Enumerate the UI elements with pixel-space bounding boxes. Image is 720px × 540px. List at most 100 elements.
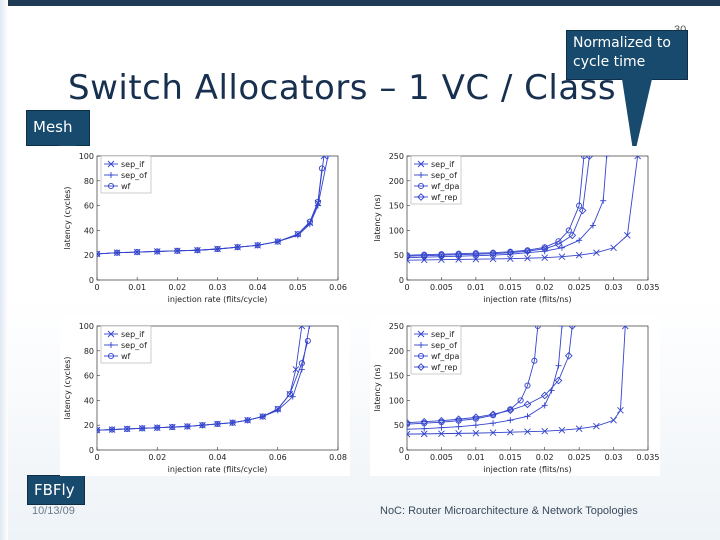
legend-label-wf_dpa: wf_dpa — [431, 352, 460, 361]
data-point-wf — [154, 248, 161, 255]
data-point-sep_if — [489, 429, 497, 436]
x-tick-label: 0.01 — [128, 283, 146, 292]
data-point-wf_dpa — [517, 397, 524, 404]
legend-marker-sep_of — [418, 172, 424, 178]
series-wf — [97, 337, 311, 434]
x-tick-label: 0.035 — [637, 453, 660, 462]
data-point-sep_of — [558, 326, 565, 329]
x-tick-label: 0.025 — [568, 283, 591, 292]
data-point-wf — [214, 245, 221, 253]
data-point-wf_dpa — [534, 326, 541, 330]
data-point-wf_rep — [489, 410, 497, 419]
data-point-sep_if — [292, 366, 300, 373]
data-point-wf_rep — [523, 400, 532, 409]
y-tick-label: 200 — [389, 177, 404, 186]
normalized-callout-pointer — [622, 79, 652, 157]
data-point-wf_rep — [407, 418, 411, 427]
data-point-wf_dpa — [472, 415, 479, 422]
data-point-wf — [184, 423, 191, 430]
data-point-wf_dpa — [438, 419, 445, 426]
y-axis-label: latency (cycles) — [63, 186, 72, 249]
data-point-wf — [318, 165, 325, 172]
data-point-wf — [134, 249, 141, 256]
data-point-wf_rep — [564, 351, 573, 360]
y-tick-label: 0 — [89, 276, 94, 285]
data-point-sep_if — [472, 255, 480, 263]
legend-marker-sep_if — [417, 330, 425, 338]
data-point-wf_dpa — [541, 244, 548, 251]
series-wf_rep — [407, 326, 577, 427]
data-point-sep_if — [575, 425, 583, 432]
x-tick-label: 0.03 — [605, 453, 623, 462]
data-point-wf — [306, 218, 313, 225]
data-point-sep_if — [558, 426, 566, 434]
legend-label-wf_dpa: wf_dpa — [431, 182, 460, 191]
data-point-sep_of — [455, 423, 462, 430]
legend-marker-sep_of — [108, 172, 114, 178]
data-point-wf — [274, 406, 281, 413]
data-point-wf_rep — [523, 247, 532, 256]
x-tick-label: 0.015 — [499, 283, 522, 292]
x-axis-label: injection rate (flits/cycle) — [168, 465, 268, 474]
data-point-sep_if — [593, 249, 600, 257]
x-tick-label: 0.01 — [467, 453, 485, 462]
legend-marker-wf — [107, 352, 115, 360]
legend-marker-sep_if — [107, 160, 115, 168]
data-point-wf_rep — [540, 391, 549, 400]
y-tick-label: 40 — [84, 226, 94, 235]
data-point-wf — [294, 231, 301, 238]
legend-marker-wf_dpa — [417, 182, 425, 190]
y-tick-label: 40 — [84, 396, 94, 405]
data-point-wf_rep — [454, 415, 463, 424]
legend: sep_if sep_of wf_dpa wf_rep — [410, 325, 462, 375]
mesh-label: Mesh — [26, 110, 90, 146]
data-point-wf — [109, 426, 116, 433]
data-point-wf_rep — [568, 231, 577, 240]
data-point-wf_dpa — [565, 227, 572, 234]
legend-label-sep_if: sep_if — [431, 330, 454, 339]
top-frame-bar — [0, 0, 720, 6]
legend-marker-wf — [107, 182, 115, 190]
normalized-callout: Normalized to cycle time — [566, 30, 688, 80]
chart-mesh-ns-svg: 0 0.005 0.01 0.015 0.02 0.025 0.03 0.035 0 50 100 1… — [373, 152, 659, 304]
data-point-sep_of — [507, 417, 514, 424]
data-point-wf_rep — [472, 413, 480, 422]
data-point-wf_rep — [407, 252, 411, 261]
chart-fbfly-cycles: 0 0.02 0.04 0.06 0.08 0 20 40 60 80 100 injection r… — [60, 316, 350, 476]
series-sep_if — [407, 326, 629, 438]
chart-mesh-cycles-svg: 0 0.01 0.02 0.03 0.04 0.05 0.06 0 20 40 60 80 100 inj… — [63, 152, 347, 304]
data-point-wf_rep — [454, 250, 463, 259]
data-point-wf — [174, 247, 181, 254]
data-point-sep_of — [438, 424, 445, 431]
y-tick-label: 50 — [394, 421, 404, 430]
data-point-sep_if — [455, 430, 462, 437]
data-point-sep_of — [524, 413, 531, 420]
data-point-wf_rep — [506, 248, 515, 257]
x-tick-label: 0 — [404, 453, 409, 462]
legend-label-sep_of: sep_of — [121, 171, 147, 180]
plot-area — [406, 325, 649, 451]
x-tick-label: 0.05 — [289, 283, 307, 292]
plot-area — [406, 155, 649, 281]
data-point-sep_if — [298, 326, 306, 330]
x-tick-label: 0.02 — [148, 453, 166, 462]
chart-fbfly-cycles-svg: 0 0.02 0.04 0.06 0.08 0 20 40 60 80 100 injection r… — [63, 322, 347, 474]
x-tick-label: 0.04 — [249, 283, 267, 292]
data-point-wf_dpa — [455, 417, 462, 424]
data-point-wf_rep — [420, 251, 429, 260]
x-axis-label: injection rate (flits/ns) — [483, 295, 571, 304]
data-point-sep_if — [506, 255, 514, 262]
data-point-wf_dpa — [407, 421, 411, 428]
legend-label-sep_if: sep_if — [431, 160, 454, 169]
data-point-sep_if — [506, 428, 514, 436]
data-point-wf_rep — [437, 251, 446, 260]
legend: sep_if sep_of wf_dpa wf_rep — [410, 155, 462, 205]
x-axis-label: injection rate (flits/cycle) — [168, 295, 268, 304]
data-point-wf — [298, 360, 305, 367]
y-tick-label: 50 — [394, 251, 404, 260]
data-point-wf — [274, 238, 281, 245]
x-tick-label: 0.005 — [430, 453, 453, 462]
data-point-sep_if — [524, 254, 531, 262]
y-tick-label: 20 — [84, 251, 94, 260]
